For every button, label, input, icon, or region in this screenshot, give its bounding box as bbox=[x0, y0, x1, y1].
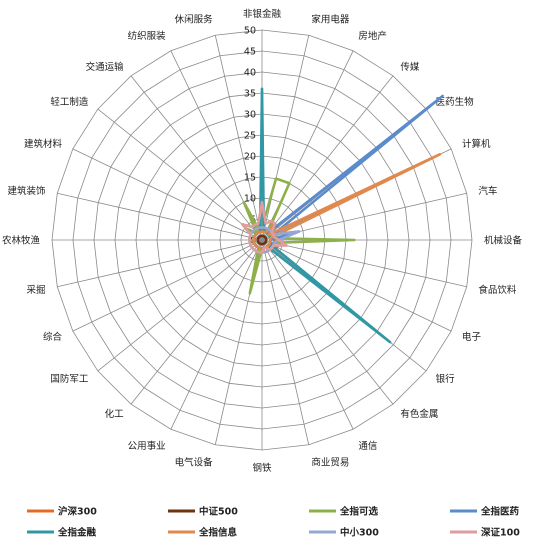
category-label: 建筑装饰 bbox=[8, 185, 46, 197]
category-label: 传媒 bbox=[400, 61, 420, 73]
spoke-line bbox=[261, 75, 394, 241]
tick-label: 40 bbox=[244, 68, 256, 79]
category-label: 房地产 bbox=[358, 30, 387, 42]
category-label: 电气设备 bbox=[175, 456, 214, 468]
spoke-line bbox=[57, 239, 263, 288]
spoke-line bbox=[261, 239, 394, 405]
category-label: 采掘 bbox=[27, 284, 46, 296]
series-line bbox=[241, 200, 288, 254]
category-label: 汽车 bbox=[478, 185, 497, 197]
series-line bbox=[256, 234, 268, 246]
legend-label: 沪深300 bbox=[58, 506, 97, 518]
radar-spokes bbox=[52, 30, 472, 450]
category-label: 国防军工 bbox=[50, 373, 89, 385]
legend-label: 中小300 bbox=[340, 527, 379, 539]
category-label: 银行 bbox=[436, 373, 456, 385]
spoke-line bbox=[130, 75, 263, 241]
category-label: 综合 bbox=[43, 331, 63, 343]
spoke-line bbox=[261, 239, 354, 430]
category-label: 非银金融 bbox=[243, 8, 282, 20]
tick-label: 15 bbox=[244, 173, 256, 184]
category-label: 家用电器 bbox=[311, 14, 350, 26]
spoke-line bbox=[261, 239, 452, 332]
spoke-line bbox=[72, 148, 263, 241]
tick-label: 20 bbox=[244, 152, 256, 163]
spoke-line bbox=[261, 239, 310, 445]
spoke-line bbox=[130, 239, 263, 405]
legend-label: 全指医药 bbox=[480, 506, 520, 518]
spoke-line bbox=[261, 239, 467, 288]
category-label: 休闲服务 bbox=[175, 14, 214, 26]
spoke-line bbox=[57, 192, 263, 241]
category-label: 通信 bbox=[358, 440, 377, 452]
category-label: 食品饮料 bbox=[478, 284, 517, 296]
series-line bbox=[252, 153, 442, 254]
category-label: 医药生物 bbox=[436, 96, 475, 108]
category-label: 纺织服装 bbox=[128, 30, 167, 42]
legend-label: 全指金融 bbox=[57, 527, 97, 539]
spoke-line bbox=[97, 239, 263, 372]
series-line bbox=[252, 94, 444, 250]
category-label: 有色金属 bbox=[400, 408, 438, 420]
spoke-line bbox=[72, 239, 263, 332]
spoke-line bbox=[261, 35, 310, 241]
tick-label: 35 bbox=[244, 89, 256, 100]
category-label: 钢铁 bbox=[252, 462, 272, 474]
tick-label: 50 bbox=[244, 26, 256, 37]
category-label: 机械设备 bbox=[484, 235, 523, 247]
legend-label: 全指可选 bbox=[339, 506, 379, 518]
legend-label: 全指信息 bbox=[198, 527, 238, 539]
legend-label: 中证500 bbox=[199, 506, 238, 518]
tick-label: 45 bbox=[244, 47, 256, 58]
category-label: 交通运输 bbox=[86, 61, 125, 73]
category-label: 公用事业 bbox=[128, 440, 166, 452]
category-label: 轻工制造 bbox=[50, 96, 89, 108]
category-label: 商业贸易 bbox=[311, 456, 349, 468]
category-labels: 非银金融家用电器房地产传媒医药生物计算机汽车机械设备食品饮料电子银行有色金属通信… bbox=[2, 8, 523, 474]
category-label: 化工 bbox=[105, 408, 125, 420]
legend-label: 深证100 bbox=[481, 527, 520, 539]
category-label: 计算机 bbox=[462, 138, 491, 150]
tick-label: 25 bbox=[244, 131, 256, 142]
category-label: 农林牧渔 bbox=[2, 235, 41, 247]
spoke-line bbox=[97, 108, 263, 241]
tick-label: 30 bbox=[244, 110, 256, 121]
category-label: 建筑材料 bbox=[24, 138, 63, 150]
category-label: 电子 bbox=[462, 331, 482, 343]
series-lines bbox=[241, 87, 444, 344]
tick-label: 10 bbox=[244, 194, 256, 205]
spoke-line bbox=[214, 35, 263, 241]
spoke-line bbox=[170, 239, 263, 430]
